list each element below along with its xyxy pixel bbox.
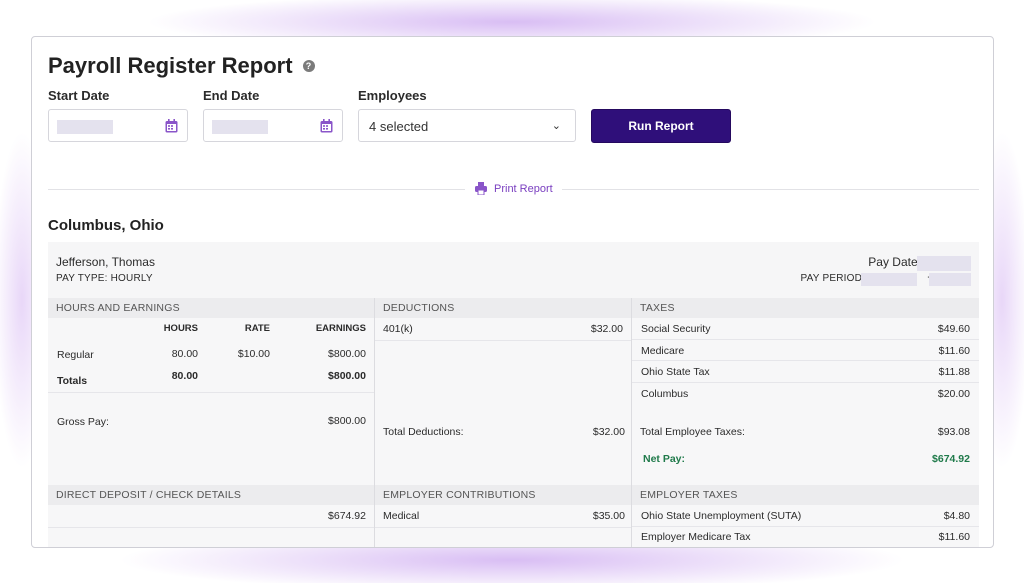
contribution-medical-amount: $35.00 bbox=[592, 510, 625, 522]
print-report-link[interactable]: Print Report bbox=[475, 182, 553, 195]
regular-rate: $10.00 bbox=[237, 348, 270, 360]
row-separator bbox=[632, 339, 979, 340]
regular-hours: 80.00 bbox=[171, 348, 198, 360]
end-date-label: End Date bbox=[203, 88, 260, 103]
employer-contributions-header: EMPLOYER CONTRIBUTIONS bbox=[375, 485, 631, 505]
totals-hours: 80.00 bbox=[171, 370, 198, 382]
employees-select-value: 4 selected bbox=[369, 119, 429, 134]
taxes-header: TAXES bbox=[632, 298, 979, 318]
contribution-medical-label: Medical bbox=[383, 510, 420, 522]
employer-tax-suta-label: Ohio State Unemployment (SUTA) bbox=[641, 510, 802, 522]
printer-icon bbox=[475, 182, 487, 195]
end-date-value bbox=[212, 120, 268, 134]
end-date-input[interactable] bbox=[203, 109, 343, 142]
employer-tax-medicare-amount: $11.60 bbox=[938, 531, 970, 543]
deductions-header: DEDUCTIONS bbox=[375, 298, 631, 318]
location-heading: Columbus, Ohio bbox=[48, 217, 164, 234]
pay-date-value bbox=[917, 256, 971, 271]
direct-deposit-amount: $674.92 bbox=[328, 510, 366, 522]
col-hours-header: HOURS bbox=[163, 323, 198, 334]
employees-select[interactable]: 4 selected ⌄ bbox=[358, 109, 576, 142]
row-separator bbox=[48, 392, 374, 393]
col-rate-header: RATE bbox=[244, 323, 270, 334]
deductions-section: DEDUCTIONS 401(k) $32.00 Total Deduction… bbox=[375, 298, 631, 547]
tax-columbus-amount: $20.00 bbox=[937, 388, 970, 400]
row-separator bbox=[632, 382, 979, 383]
calendar-icon[interactable] bbox=[320, 119, 333, 133]
start-date-value bbox=[57, 120, 113, 134]
tax-columbus-label: Columbus bbox=[641, 388, 689, 400]
tax-ohio-state-label: Ohio State Tax bbox=[641, 366, 710, 378]
total-employee-taxes-value: $93.08 bbox=[937, 426, 970, 438]
divider-left bbox=[48, 189, 465, 190]
net-pay-value: $674.92 bbox=[932, 453, 970, 465]
chevron-down-icon: ⌄ bbox=[551, 120, 561, 132]
tax-medicare-amount: $11.60 bbox=[938, 345, 970, 357]
column-divider bbox=[631, 298, 632, 547]
page-title: Payroll Register Report bbox=[48, 53, 293, 78]
row-separator bbox=[375, 527, 631, 528]
pay-date-label: Pay Date: bbox=[868, 255, 921, 269]
gross-pay-value: $800.00 bbox=[328, 415, 366, 427]
run-report-button[interactable]: Run Report bbox=[591, 109, 731, 143]
col-earnings-header: EARNINGS bbox=[315, 323, 366, 334]
net-pay-label: Net Pay: bbox=[643, 453, 686, 465]
employer-tax-suta-amount: $4.80 bbox=[943, 510, 970, 522]
tax-ohio-state-amount: $11.88 bbox=[938, 366, 970, 378]
deduction-401k-label: 401(k) bbox=[383, 323, 413, 335]
help-icon[interactable]: ? bbox=[302, 60, 315, 72]
tax-medicare-label: Medicare bbox=[641, 345, 685, 357]
gross-pay-label: Gross Pay: bbox=[57, 416, 109, 428]
calendar-icon[interactable] bbox=[165, 119, 178, 133]
hours-earnings-header: HOURS AND EARNINGS bbox=[48, 298, 374, 318]
employee-name: Jefferson, Thomas bbox=[56, 255, 155, 269]
pay-period-label: PAY PERIOD: bbox=[800, 273, 865, 284]
print-report-label: Print Report bbox=[494, 182, 553, 195]
regular-label: Regular bbox=[57, 349, 94, 361]
start-date-input[interactable] bbox=[48, 109, 188, 142]
regular-earnings: $800.00 bbox=[328, 348, 366, 360]
report-card: Payroll Register Report ? Start Date End… bbox=[31, 36, 994, 548]
pay-period-end bbox=[929, 273, 971, 286]
row-separator bbox=[48, 527, 374, 528]
employer-tax-medicare-label: Employer Medicare Tax bbox=[641, 531, 751, 543]
row-separator bbox=[632, 526, 979, 527]
pay-type: PAY TYPE: HOURLY bbox=[56, 273, 153, 284]
column-divider bbox=[374, 298, 375, 547]
row-separator bbox=[632, 360, 979, 361]
direct-deposit-header: DIRECT DEPOSIT / CHECK DETAILS bbox=[48, 485, 374, 505]
total-deductions-value: $32.00 bbox=[592, 426, 625, 438]
row-separator bbox=[375, 340, 631, 341]
totals-label: Totals bbox=[57, 375, 88, 387]
start-date-label: Start Date bbox=[48, 88, 110, 103]
divider-right bbox=[562, 189, 979, 190]
total-employee-taxes-label: Total Employee Taxes: bbox=[640, 426, 745, 438]
hours-earnings-section: HOURS AND EARNINGS HOURS RATE EARNINGS R… bbox=[48, 298, 374, 547]
title-row: Payroll Register Report ? bbox=[48, 53, 315, 79]
totals-earnings: $800.00 bbox=[328, 370, 366, 382]
employer-taxes-header: EMPLOYER TAXES bbox=[632, 485, 979, 505]
deduction-401k-amount: $32.00 bbox=[590, 323, 623, 335]
employee-header: Jefferson, Thomas PAY TYPE: HOURLY Pay D… bbox=[48, 242, 979, 298]
employees-label: Employees bbox=[358, 88, 427, 103]
tax-social-security-label: Social Security bbox=[641, 323, 711, 335]
taxes-section: TAXES Social Security $49.60 Medicare $1… bbox=[632, 298, 979, 547]
total-deductions-label: Total Deductions: bbox=[383, 426, 464, 438]
pay-period-start bbox=[861, 273, 917, 286]
tax-social-security-amount: $49.60 bbox=[937, 323, 970, 335]
